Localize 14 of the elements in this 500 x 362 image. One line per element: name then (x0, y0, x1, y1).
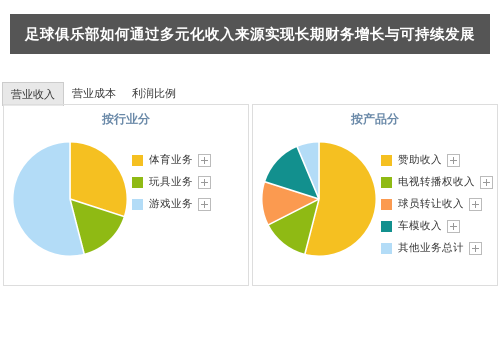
text: 利润比例 (131, 86, 177, 102)
text: 营业收入 (2, 82, 64, 106)
text: 按产品分 (350, 111, 400, 128)
legend-label: 车模收入 (398, 219, 442, 233)
chart-title: 按行业分 (100, 111, 151, 128)
legend-label: 赞助收入 (398, 153, 442, 167)
legend-label: 体育业务 (149, 153, 193, 167)
legend-label: 玩具业务 (149, 175, 193, 189)
legend-label: 其他业务总计 (398, 241, 464, 255)
text: 营业成本 (71, 86, 117, 102)
text: 足球俱乐部如何通过多元化收入来源实现长期财务增长与可持续发展 (10, 14, 490, 54)
legend-label: 电视转播权收入 (398, 175, 475, 189)
legend-label: 游戏业务 (149, 197, 193, 211)
legend-label: 球员转让收入 (398, 197, 464, 211)
